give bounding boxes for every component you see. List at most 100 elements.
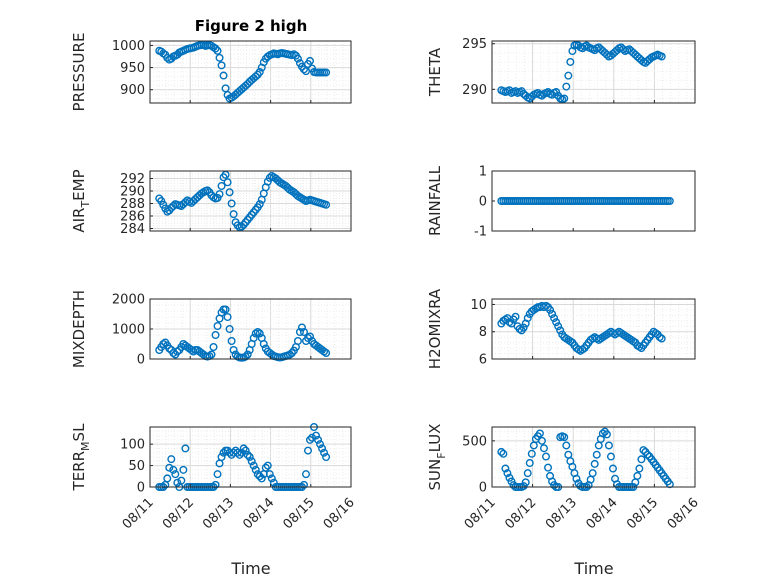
y-axis-label: SUNFLUX — [426, 424, 448, 491]
data-point — [221, 305, 230, 314]
data-point — [263, 461, 272, 470]
y-tick-label: 10 — [470, 298, 487, 313]
data-point — [179, 465, 188, 474]
data-point — [552, 318, 561, 327]
x-axis-label-right: Time — [573, 559, 613, 578]
data-point — [203, 186, 212, 195]
data-point — [550, 314, 559, 323]
data-point — [213, 46, 222, 55]
data-point — [523, 469, 532, 478]
data-point — [602, 430, 611, 439]
data-point — [312, 431, 321, 440]
figure-title: Figure 2 high — [195, 17, 308, 35]
data-point — [608, 464, 617, 473]
data-point — [249, 334, 258, 343]
data-point — [497, 447, 506, 456]
data-point — [177, 476, 186, 485]
data-point — [297, 323, 306, 332]
subplot-6: 6 8 10 H2OMIXRA — [426, 288, 696, 369]
data-point — [229, 210, 238, 219]
x-tick-label: 08/14 — [240, 495, 277, 532]
y-tick-label: 100 — [120, 438, 145, 453]
data-point — [511, 312, 520, 321]
axes-box — [149, 426, 352, 488]
data-point — [269, 478, 278, 487]
data-point — [243, 79, 252, 88]
data-point — [657, 334, 666, 343]
data-point — [590, 459, 599, 468]
y-axis-label: AIRTEMP — [70, 169, 92, 232]
data-point — [167, 455, 176, 464]
subplot-5: 0 1000 2000 MIXDEPTH — [70, 290, 352, 368]
data-point — [225, 325, 234, 334]
data-point — [299, 480, 308, 489]
data-point — [639, 446, 648, 455]
data-point — [223, 313, 232, 322]
y-axis-label: PRESSURE — [70, 33, 88, 112]
data-point — [173, 478, 182, 487]
data-point — [537, 436, 546, 445]
data-point — [163, 474, 172, 483]
data-point — [165, 463, 174, 472]
y-tick-label: 6 — [479, 353, 487, 368]
data-point — [261, 463, 270, 472]
subplot-2: 290 295 THETA — [426, 37, 696, 104]
data-point — [301, 470, 310, 479]
y-tick-label: 1000 — [112, 323, 145, 338]
data-point — [637, 455, 646, 464]
data-point — [241, 446, 250, 455]
data-point — [211, 331, 220, 340]
data-point — [265, 470, 274, 479]
data-point — [592, 450, 601, 459]
data-point — [503, 469, 512, 478]
data-point — [305, 56, 314, 65]
subplot-1: 900 950 1000 PRESSURE — [70, 33, 352, 112]
axes-box — [491, 40, 696, 104]
data-point — [249, 461, 258, 470]
data-point — [643, 450, 652, 459]
data-point — [243, 450, 252, 459]
data-point — [255, 472, 264, 481]
data-point — [657, 52, 666, 61]
data-point — [235, 450, 244, 459]
data-point — [251, 465, 260, 474]
y-tick-label: 8 — [479, 325, 487, 340]
data-point — [211, 480, 220, 489]
data-point — [159, 340, 168, 349]
y-tick-label: 290 — [120, 185, 145, 200]
data-point — [241, 352, 250, 361]
y-tick-label: 1000 — [112, 39, 145, 54]
y-axis-label: THETA — [426, 47, 444, 97]
data-point — [554, 322, 563, 331]
data-point — [213, 322, 222, 331]
data-point — [245, 453, 254, 462]
data-point — [322, 453, 331, 462]
data-point — [255, 67, 264, 76]
data-point — [171, 470, 180, 479]
data-point — [255, 200, 264, 209]
data-point — [566, 57, 575, 66]
y-tick-label: 290 — [462, 83, 487, 98]
data-point — [525, 459, 534, 468]
y-tick-label: 292 — [120, 172, 145, 187]
y-tick-label: 50 — [128, 459, 145, 474]
data-point — [215, 53, 224, 62]
data-point — [562, 441, 571, 450]
data-point — [251, 329, 260, 338]
x-tick-label: 08/13 — [200, 495, 237, 532]
x-tick-label: 08/16 — [665, 495, 702, 532]
x-tick-label: 08/13 — [543, 495, 580, 532]
y-tick-label: -1 — [474, 225, 487, 240]
data-point — [305, 332, 314, 341]
data-point — [598, 429, 607, 438]
y-tick-label: 0 — [137, 353, 145, 368]
data-point — [299, 328, 308, 337]
data-point — [299, 65, 308, 74]
data-point — [535, 429, 544, 438]
x-tick-label: 08/14 — [584, 495, 621, 532]
axes-box — [149, 40, 352, 104]
data-point — [550, 481, 559, 490]
x-tick-label: 08/12 — [502, 495, 539, 532]
data-point — [316, 440, 325, 449]
